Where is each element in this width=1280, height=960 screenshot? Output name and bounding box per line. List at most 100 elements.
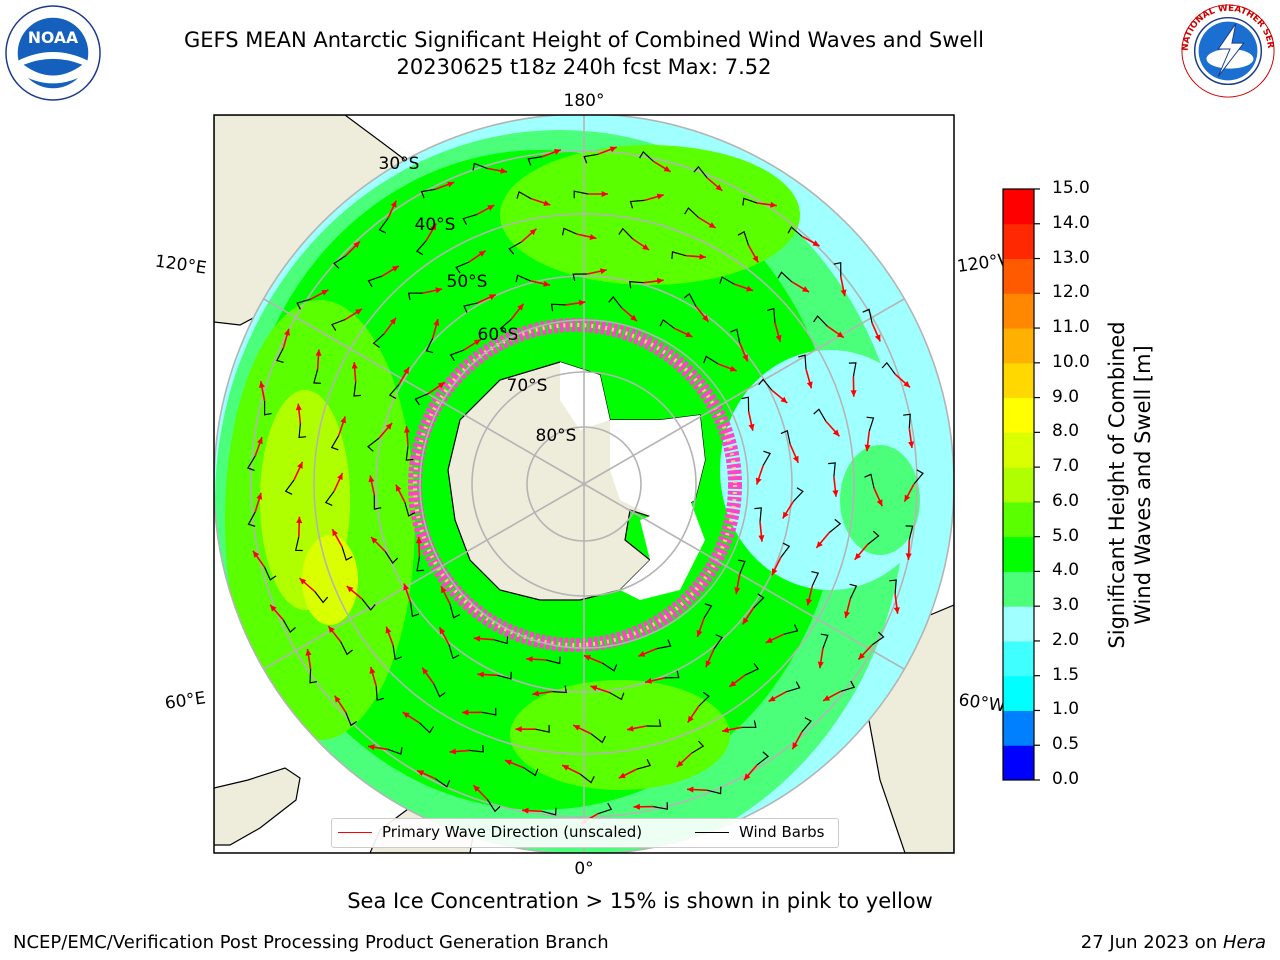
wave-arrow-head xyxy=(257,437,263,445)
wave-arrow-head xyxy=(752,255,759,263)
colorbar-tick-label: 1.5 xyxy=(1052,664,1080,685)
nws-logo: NATIONAL WEATHER SERVICE xyxy=(1178,2,1275,98)
wind-barb xyxy=(881,361,896,375)
wind-barb xyxy=(905,525,914,540)
lat-label-30s: 30°S xyxy=(379,154,420,174)
wind-barb xyxy=(903,413,911,429)
lat-label-40s: 40°S xyxy=(415,215,456,235)
wind-barb xyxy=(579,773,595,784)
wave-arrow-head xyxy=(403,583,410,591)
wave-arrow-head xyxy=(782,511,789,519)
wind-barb xyxy=(314,590,329,604)
wave-arrow-head xyxy=(823,695,831,701)
wave-arrow-head xyxy=(858,652,865,660)
wave-arrow-head xyxy=(437,382,445,389)
wind-barb xyxy=(572,273,588,282)
wave-arrow-head xyxy=(305,649,312,656)
sea-ice-caption: Sea Ice Concentration > 15% is shown in … xyxy=(347,889,933,913)
wind-barb xyxy=(745,662,760,676)
wave-arrow-head xyxy=(433,319,440,326)
colorbar-segment xyxy=(1003,362,1034,399)
wave-arrow-head xyxy=(806,381,813,389)
lon-label-180: 180° xyxy=(564,91,605,111)
legend-wave-swatch xyxy=(338,832,372,833)
wave-arrow-head xyxy=(402,712,410,719)
wind-barb xyxy=(684,207,700,219)
wave-arrow-head xyxy=(296,516,303,524)
wave-arrow-head xyxy=(746,285,754,292)
africa-landmass xyxy=(214,767,301,846)
wave-arrow-head xyxy=(439,627,446,635)
wave-arrow-head xyxy=(337,473,343,480)
wave-arrow-head xyxy=(642,244,650,250)
wind-barb xyxy=(683,292,697,307)
wave-arrow-head xyxy=(729,680,737,687)
wave-arrow-head xyxy=(500,167,508,174)
wave-arrow-head xyxy=(742,617,749,625)
wave-arrow-head xyxy=(908,441,915,448)
wave-arrow-head xyxy=(840,289,847,297)
wave-arrow-head xyxy=(430,223,437,231)
lat-label-50s: 50°S xyxy=(447,272,488,292)
wind-barb xyxy=(345,712,358,727)
wind-barb xyxy=(828,518,842,534)
wave-arrow-head xyxy=(473,339,481,346)
wind-barb xyxy=(361,598,376,611)
ice-shelf-pacific xyxy=(610,415,705,520)
wave-arrow-head xyxy=(676,760,684,768)
lat-label-80s: 80°S xyxy=(536,426,577,446)
colorbar-segment xyxy=(1003,640,1034,677)
wind-barb xyxy=(762,450,771,466)
wind-barb xyxy=(813,315,828,327)
legend-wave-label: Primary Wave Direction (unscaled) xyxy=(382,823,643,841)
wave-arrow-head xyxy=(553,149,561,155)
wave-arrow-head xyxy=(590,685,598,691)
wave-arrow-head xyxy=(385,626,392,634)
wave-arrow-head xyxy=(775,334,782,342)
wind-barb xyxy=(609,691,625,701)
wind-barb xyxy=(913,469,924,485)
wave-arrow-head xyxy=(487,205,495,211)
wave-arrow-head xyxy=(618,772,626,779)
colorbar-tick-label: 7.0 xyxy=(1052,456,1080,477)
wind-barb xyxy=(284,479,295,495)
lon-label-60e: 60°E xyxy=(164,688,207,713)
wave-arrow-head xyxy=(812,240,820,246)
colorbar-segment xyxy=(1003,501,1034,538)
wind-barb xyxy=(298,423,307,439)
wave-arrow-head xyxy=(332,529,338,537)
wind-barb xyxy=(777,271,793,283)
wind-barb xyxy=(783,624,799,635)
wind-barb xyxy=(373,495,382,510)
colorbar-tick-label: 0.0 xyxy=(1052,769,1080,789)
wind-barb xyxy=(552,685,567,694)
colorbar-tick-label: 3.0 xyxy=(1052,595,1080,616)
wind-barb xyxy=(866,416,875,432)
legend-barb-swatch xyxy=(695,832,729,833)
wind-barb xyxy=(730,328,741,344)
wind-barb xyxy=(561,227,578,236)
wind-barb xyxy=(741,396,750,412)
wind-barb xyxy=(629,199,645,209)
wind-barb xyxy=(756,751,770,766)
wind-barb xyxy=(787,226,803,237)
wind-barb xyxy=(420,188,436,199)
wave-arrow-head xyxy=(817,661,824,669)
wave-arrow-head xyxy=(340,416,347,424)
wind-barb xyxy=(247,455,256,471)
wave-arrow-head xyxy=(415,536,422,544)
wind-barb xyxy=(341,546,353,561)
wave-arrow-head xyxy=(832,429,840,437)
wave-arrow-head xyxy=(770,201,777,208)
wave-arrow-head xyxy=(351,362,358,369)
wave-arrow-head xyxy=(600,268,607,275)
wave-arrow-head xyxy=(355,309,362,315)
wind-barb xyxy=(664,670,680,679)
wind-barb xyxy=(340,641,353,656)
wind-barb xyxy=(433,683,446,698)
wind-barb xyxy=(573,190,589,199)
wave-arrow-head xyxy=(705,660,712,668)
sea-ice-inner xyxy=(413,323,737,647)
wind-barb xyxy=(719,276,735,285)
